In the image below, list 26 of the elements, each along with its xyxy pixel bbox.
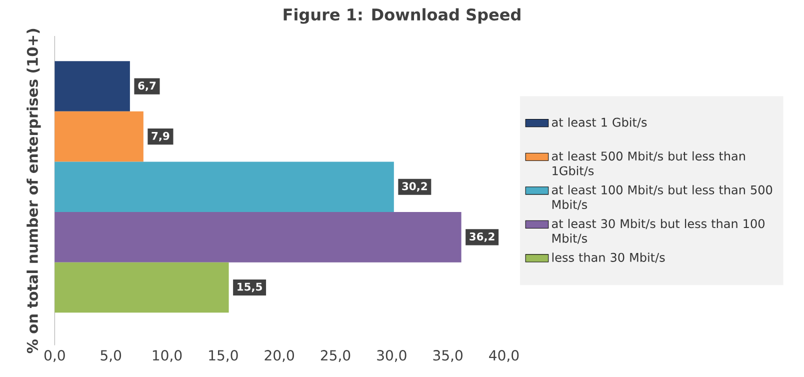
x-tick-label: 40,0 xyxy=(489,350,519,362)
x-tick-label: 15,0 xyxy=(209,350,238,362)
x-tick-label: 20,0 xyxy=(264,350,294,362)
legend-label: at least 500 Mbit/s but less than 1Gbit/s xyxy=(552,151,745,176)
data-label: 30,2 xyxy=(402,182,427,192)
y-axis-title: % on total number of enterprises (10+) xyxy=(26,28,41,354)
x-tick-label: 35,0 xyxy=(433,350,462,362)
legend-label: less than 30 Mbit/s xyxy=(552,252,665,263)
bar xyxy=(54,111,144,162)
data-label: 6,7 xyxy=(138,81,156,91)
bar xyxy=(54,60,130,112)
x-tick-label: 0,0 xyxy=(44,350,65,362)
legend-label: at least 1 Gbit/s xyxy=(552,117,647,128)
x-tick-label: 5,0 xyxy=(100,350,122,362)
data-label: 15,5 xyxy=(238,282,262,292)
data-label: 7,9 xyxy=(152,132,170,142)
bar xyxy=(54,212,462,262)
legend-label: at least 30 Mbit/s but less than 100 Mbit/s xyxy=(552,218,764,244)
data-label: 36,2 xyxy=(470,232,494,242)
bar xyxy=(54,162,394,212)
x-tick-label: 25,0 xyxy=(320,350,350,362)
x-tick-label: 10,0 xyxy=(152,350,182,362)
x-tick-label: 30,0 xyxy=(377,350,406,362)
bar xyxy=(54,262,229,312)
chart-title: Figure 1: Download Speed xyxy=(284,8,520,24)
legend-label: at least 100 Mbit/s but less than 500 Mbit/s xyxy=(552,184,772,210)
